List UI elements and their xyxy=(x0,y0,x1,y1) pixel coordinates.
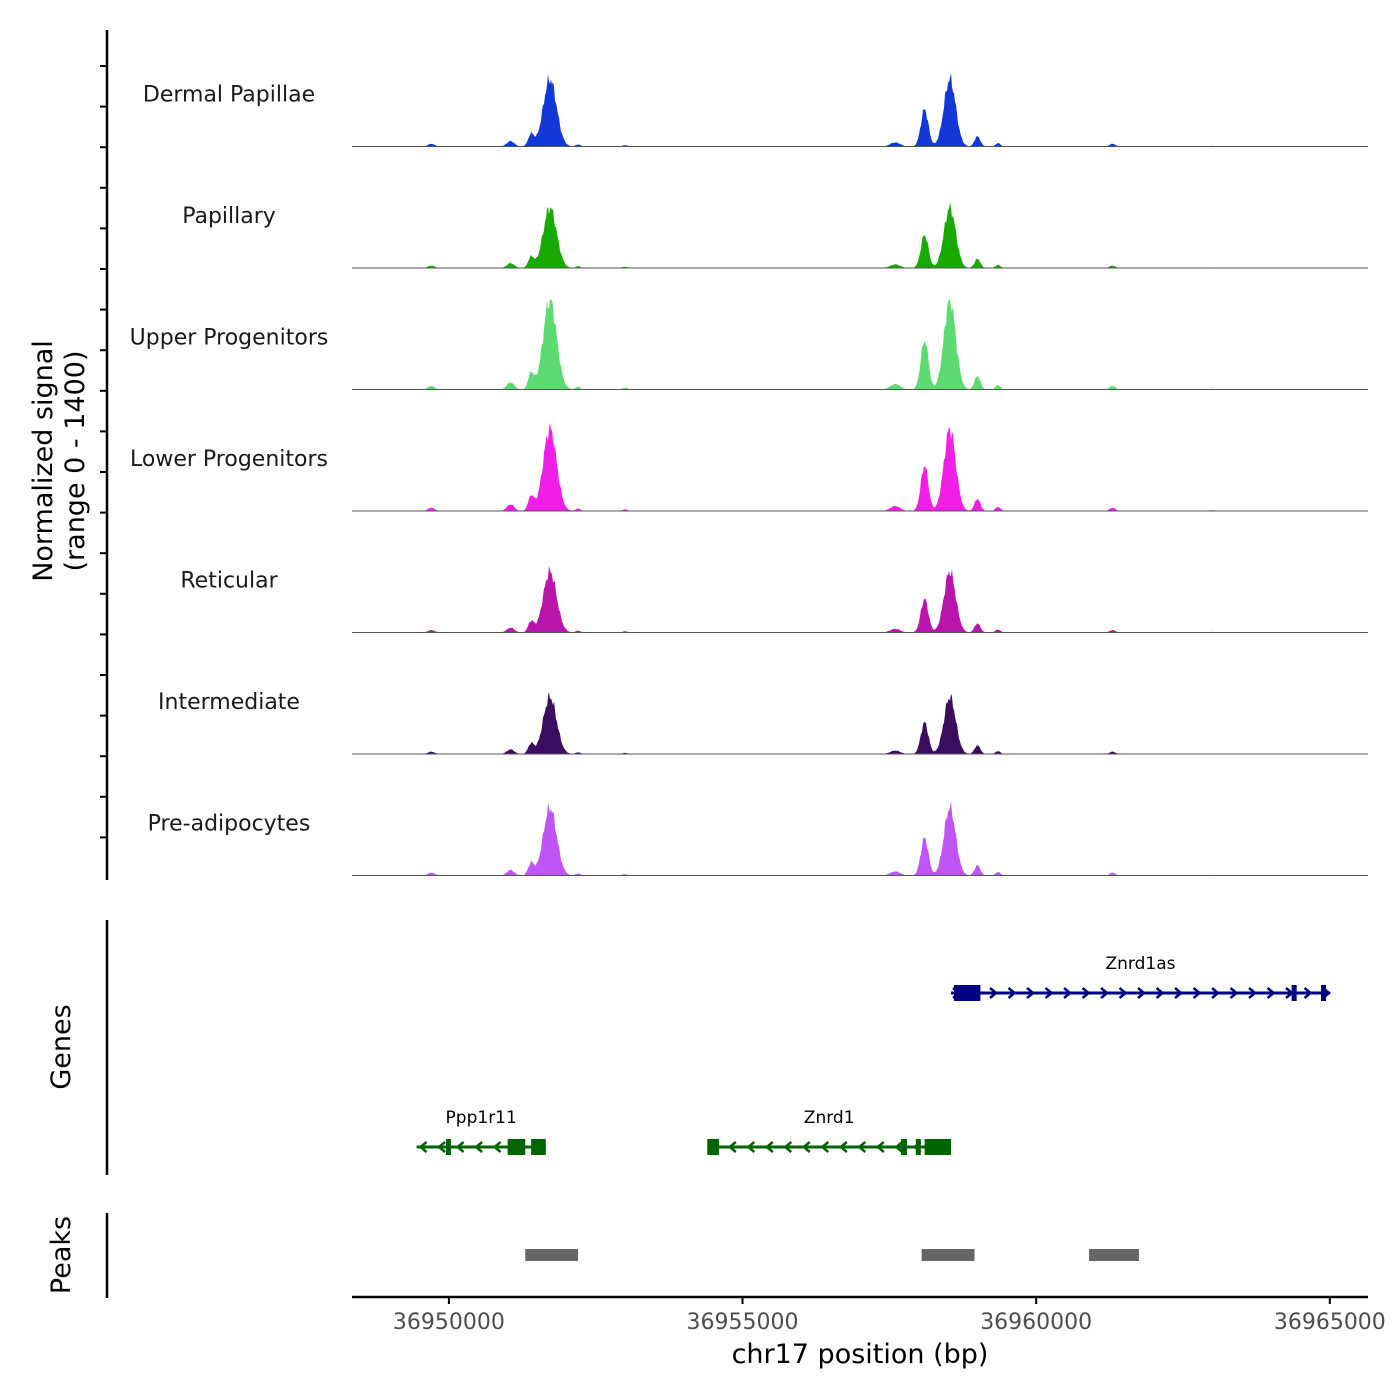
track-intermediate: Intermediate xyxy=(158,690,1368,755)
strand-arrow xyxy=(1248,987,1257,999)
strand-arrow xyxy=(455,1141,465,1153)
gene-models: Znrd1as Ppp1r11 Znrd1 xyxy=(416,954,1331,1155)
gene-exon xyxy=(924,1139,952,1155)
signal-y-axis xyxy=(100,30,109,880)
track-pre-adipocytes: Pre-adipocytes xyxy=(148,800,1368,876)
gene-exon xyxy=(1291,985,1297,1001)
strand-arrow xyxy=(857,1141,867,1153)
strand-arrow xyxy=(1118,987,1128,999)
y-axis-title: Normalized signal xyxy=(28,340,59,582)
x-tick-label: 36965000 xyxy=(1274,1310,1386,1335)
strand-arrow xyxy=(418,1141,428,1153)
strand-arrow xyxy=(1100,987,1109,999)
strand-arrow xyxy=(492,1141,502,1153)
x-axis: 36950000 36955000 36960000 36965000 xyxy=(352,1295,1386,1335)
gene-exon xyxy=(1321,985,1327,1001)
gene-exon xyxy=(507,1139,526,1155)
track-upper-progenitors: Upper Progenitors xyxy=(130,299,1368,390)
coverage-area xyxy=(352,202,1368,268)
strand-arrow xyxy=(474,1141,483,1153)
track-papillary: Papillary xyxy=(182,202,1368,269)
strand-arrow xyxy=(1174,987,1183,999)
gene-label: Ppp1r11 xyxy=(446,1108,517,1128)
strand-arrow xyxy=(437,1141,446,1153)
track-lower-progenitors: Lower Progenitors xyxy=(130,422,1368,512)
gene-label: Znrd1as xyxy=(1106,954,1176,974)
coverage-area xyxy=(352,422,1368,511)
strand-arrow xyxy=(1026,987,1035,999)
coverage-area xyxy=(352,72,1368,147)
peaks-label: Peaks xyxy=(46,1216,77,1294)
coverage-area xyxy=(352,691,1368,754)
coverage-area xyxy=(352,800,1368,876)
strand-arrow xyxy=(894,1141,904,1153)
peak-bar xyxy=(921,1249,975,1261)
y-axis-title-line2: (range 0 - 1400) xyxy=(60,351,91,572)
strand-arrow xyxy=(1303,987,1313,999)
strand-arrow xyxy=(1266,987,1276,999)
strand-arrow xyxy=(801,1141,811,1153)
gene-znrd1: Znrd1 xyxy=(707,1108,952,1155)
peak-bar xyxy=(1089,1249,1139,1261)
strand-arrow xyxy=(1211,987,1220,999)
x-tick-label: 36955000 xyxy=(687,1310,799,1335)
strand-arrow xyxy=(727,1141,737,1153)
strand-arrow xyxy=(764,1141,774,1153)
strand-arrow xyxy=(746,1141,756,1153)
x-tick-label: 36960000 xyxy=(980,1310,1092,1335)
track-dermal-papillae: Dermal Papillae xyxy=(143,72,1368,147)
coverage-area xyxy=(352,565,1368,633)
peaks-panel: Peaks xyxy=(46,1213,1139,1298)
strand-arrow xyxy=(1155,987,1165,999)
strand-arrow xyxy=(1192,987,1202,999)
gene-exon xyxy=(901,1139,907,1155)
track-reticular: Reticular xyxy=(180,565,1368,633)
gene-exon xyxy=(915,1139,921,1155)
track-label: Lower Progenitors xyxy=(130,447,328,472)
gene-exon xyxy=(953,985,981,1001)
x-tick-label: 36950000 xyxy=(393,1310,505,1335)
gene-exon xyxy=(707,1139,720,1155)
strand-arrow xyxy=(838,1141,848,1153)
peak-bar xyxy=(525,1249,579,1261)
strand-arrow xyxy=(1044,987,1054,999)
strand-arrow xyxy=(1137,987,1146,999)
strand-arrow xyxy=(875,1141,885,1153)
peak-regions xyxy=(525,1249,1139,1261)
strand-arrow xyxy=(783,1141,793,1153)
gene-ppp1r11: Ppp1r11 xyxy=(416,1108,546,1155)
strand-arrow xyxy=(1081,987,1091,999)
track-label: Upper Progenitors xyxy=(130,326,329,351)
y-axis-title-line1: Normalized signal xyxy=(28,340,59,582)
gene-znrd1as: Znrd1as xyxy=(951,954,1331,1001)
strand-arrow xyxy=(1007,987,1017,999)
strand-arrow xyxy=(1229,987,1239,999)
strand-arrow xyxy=(1063,987,1072,999)
y-axis-subtitle: (range 0 - 1400) xyxy=(60,351,91,572)
track-label: Papillary xyxy=(182,204,276,229)
track-label: Reticular xyxy=(180,569,278,594)
strand-arrow xyxy=(989,987,998,999)
strand-arrow xyxy=(820,1141,830,1153)
coverage-area xyxy=(352,299,1368,390)
track-label: Pre-adipocytes xyxy=(148,812,311,837)
genes-label: Genes xyxy=(46,1004,77,1089)
x-axis-title: chr17 position (bp) xyxy=(732,1339,989,1370)
gene-exon xyxy=(445,1139,451,1155)
gene-label: Znrd1 xyxy=(804,1108,855,1128)
track-label: Intermediate xyxy=(158,690,300,715)
coverage-tracks: Dermal Papillae Papillary Upper Progenitor… xyxy=(130,72,1368,876)
gene-exon xyxy=(531,1139,546,1155)
genes-panel: Genes Znrd1as Ppp1r11 Znrd1 xyxy=(46,920,1331,1175)
track-label: Dermal Papillae xyxy=(143,83,315,108)
